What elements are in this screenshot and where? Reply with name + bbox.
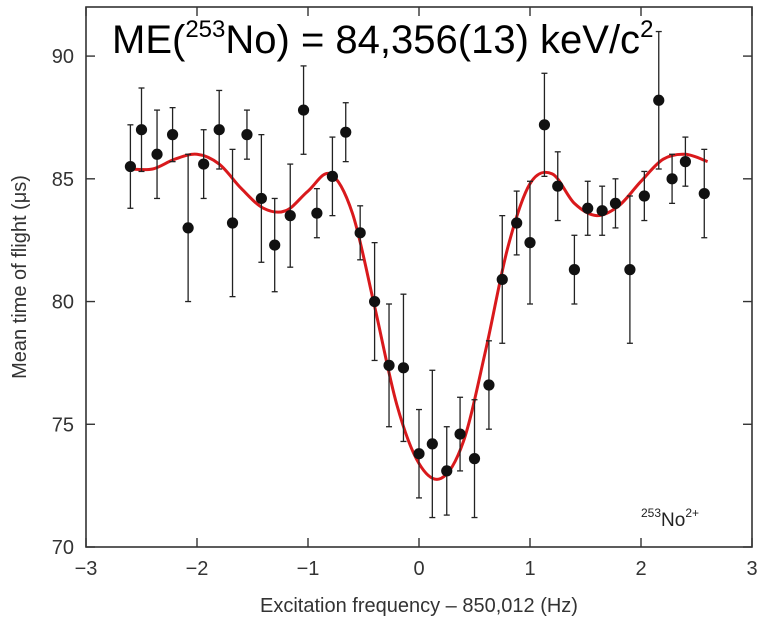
title-prefix: ME( <box>112 18 186 62</box>
ion-charge: 2+ <box>685 506 700 520</box>
data-point <box>397 362 410 374</box>
data-point <box>624 264 636 276</box>
data-point <box>496 273 508 286</box>
data-point <box>383 359 395 371</box>
data-point <box>666 173 678 185</box>
x-axis-title: Excitation frequency – 850,012 (Hz) <box>260 595 578 617</box>
data-point <box>297 104 310 116</box>
data-point <box>468 453 481 465</box>
title-exponent: 2 <box>640 16 654 43</box>
data-point <box>524 237 536 249</box>
data-point <box>596 205 608 217</box>
title-element: No <box>225 18 277 62</box>
data-point <box>151 148 163 160</box>
y-axis-title: Mean time of flight (μs) <box>9 175 31 379</box>
data-point <box>182 222 194 234</box>
y-tick-label: 70 <box>52 537 74 559</box>
data-point <box>135 124 148 136</box>
x-tick-label: −3 <box>75 558 98 580</box>
data-point <box>638 190 650 202</box>
data-point <box>568 264 581 276</box>
data-point <box>284 210 296 222</box>
x-axis: −3 −2 −1 0 1 2 3 <box>75 7 758 580</box>
ion-annotation: 253No2+ <box>641 507 699 530</box>
x-tick-label: 1 <box>524 558 535 580</box>
data-point <box>354 227 366 239</box>
title-mass-number: 253 <box>185 16 226 43</box>
y-tick-label: 80 <box>52 292 74 314</box>
y-tick-label: 90 <box>52 46 74 68</box>
data-point <box>226 217 239 229</box>
data-point <box>698 187 710 200</box>
data-point <box>653 94 665 106</box>
data-point <box>454 428 466 440</box>
data-point <box>166 129 179 141</box>
data-points-group <box>124 30 710 519</box>
x-tick-label: −2 <box>186 558 209 580</box>
data-point <box>609 197 622 209</box>
data-point <box>538 119 551 131</box>
x-tick-label: 3 <box>746 558 757 580</box>
data-point <box>269 239 281 251</box>
data-point <box>198 158 210 170</box>
data-point <box>124 160 136 173</box>
ion-mass-number: 253 <box>641 506 662 520</box>
data-point <box>311 207 323 219</box>
data-point <box>340 126 352 138</box>
mass-excess-title: ME(253No) = 84,356(13) keV/c2 <box>112 16 654 62</box>
data-point <box>441 465 453 477</box>
x-tick-label: 2 <box>635 558 646 580</box>
data-point <box>213 124 225 136</box>
data-point <box>426 438 438 450</box>
data-point <box>552 180 564 192</box>
data-point <box>413 448 425 460</box>
x-tick-label: 0 <box>413 558 424 580</box>
y-axis: 70 75 80 85 90 <box>52 46 752 559</box>
data-point <box>511 217 523 229</box>
data-point <box>241 129 253 141</box>
y-tick-label: 75 <box>52 414 74 436</box>
data-point <box>679 156 692 168</box>
x-tick-label: −1 <box>297 558 320 580</box>
data-point <box>483 379 495 391</box>
data-point <box>255 192 267 205</box>
data-point <box>582 202 594 214</box>
data-point <box>326 170 339 182</box>
data-point <box>369 295 381 308</box>
ion-element: No <box>661 510 686 531</box>
title-suffix: ) = 84,356(13) keV/c <box>276 18 641 62</box>
y-tick-label: 85 <box>52 169 74 191</box>
